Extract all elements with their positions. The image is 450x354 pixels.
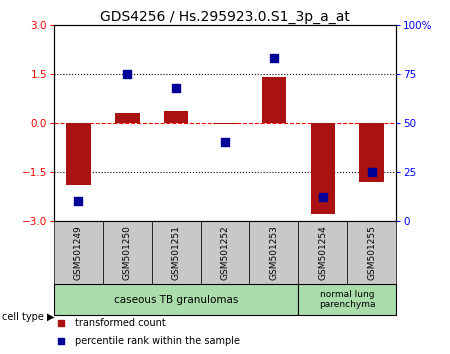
Bar (54, 284, 298, 315)
Text: cell type: cell type (2, 312, 44, 322)
Bar (152, 221, 201, 284)
Text: GSM501254: GSM501254 (318, 225, 327, 280)
Text: GSM501255: GSM501255 (367, 225, 376, 280)
Bar (54, 221, 103, 284)
Bar (201, 221, 249, 284)
Point (57, 338, 64, 343)
Point (57, 320, 64, 326)
Bar (347, 221, 396, 284)
Point (172, 85, 180, 90)
Point (221, 139, 229, 145)
Text: ▶: ▶ (47, 312, 55, 322)
Point (75, 199, 82, 204)
Bar (103, 221, 152, 284)
Point (368, 169, 375, 175)
Text: GSM501250: GSM501250 (123, 225, 132, 280)
Text: GSM501251: GSM501251 (171, 225, 180, 280)
Point (270, 55, 278, 61)
Bar (360, 123, 384, 182)
Bar (310, 123, 335, 214)
Bar (66, 123, 90, 185)
Text: GSM501253: GSM501253 (270, 225, 279, 280)
Text: percentile rank within the sample: percentile rank within the sample (75, 336, 239, 346)
Text: normal lung
parenchyma: normal lung parenchyma (319, 290, 375, 309)
Title: GDS4256 / Hs.295923.0.S1_3p_a_at: GDS4256 / Hs.295923.0.S1_3p_a_at (100, 10, 350, 24)
Bar (213, 123, 237, 125)
Bar (115, 113, 140, 123)
Bar (164, 112, 189, 123)
Text: transformed count: transformed count (75, 318, 165, 328)
Bar (298, 221, 347, 284)
Text: GSM501252: GSM501252 (220, 225, 230, 280)
Point (319, 194, 326, 200)
Bar (261, 77, 286, 123)
Bar (298, 284, 396, 315)
Bar (249, 221, 298, 284)
Point (124, 71, 131, 76)
Text: caseous TB granulomas: caseous TB granulomas (114, 295, 238, 305)
Text: GSM501249: GSM501249 (74, 225, 83, 280)
